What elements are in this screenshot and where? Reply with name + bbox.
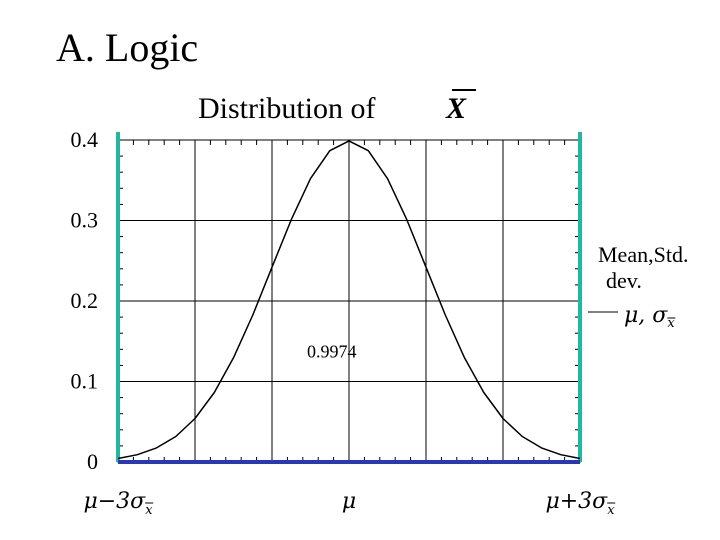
legend-symbol: μ, σx xyxy=(624,303,675,331)
chart-title-text: Distribution of xyxy=(198,92,376,125)
x-tick-label: μ−3σx xyxy=(83,489,154,518)
y-tick-label: 0.4 xyxy=(71,127,99,152)
x-tick-label: μ+3σx xyxy=(545,489,616,518)
y-tick-label: 0.3 xyxy=(71,208,99,233)
grid xyxy=(118,140,580,462)
x-tick-label-text: μ+3σx xyxy=(545,489,615,518)
y-tick-labels: 0 0.1 0.2 0.3 0.4 xyxy=(71,127,99,474)
x-tick-label: μ xyxy=(342,489,356,514)
annotation: 0.9974 xyxy=(307,341,357,361)
y-tick-label: 0.2 xyxy=(71,288,99,313)
chart-title-symbol: X xyxy=(445,92,467,125)
x-tick-label-text: μ xyxy=(342,489,356,514)
legend-line: Mean,Std. xyxy=(598,242,688,267)
x-tick-labels: μ−3σx μ μ+3σx xyxy=(83,489,616,518)
annotation-label: 0.9974 xyxy=(307,341,357,361)
density-curve xyxy=(117,140,581,460)
y-tick-label: 0 xyxy=(87,449,98,474)
density-curve-path xyxy=(117,140,581,460)
legend: Mean,Std.dev. μ, σx xyxy=(588,242,688,331)
chart-title: Distribution of X xyxy=(198,89,476,125)
y-tick-label: 0.1 xyxy=(71,369,99,394)
x-tick-label-text: μ−3σx xyxy=(83,489,153,518)
slide-title: A. Logic xyxy=(56,25,199,70)
legend-line: dev. xyxy=(606,268,642,293)
bound-lines xyxy=(116,132,582,462)
